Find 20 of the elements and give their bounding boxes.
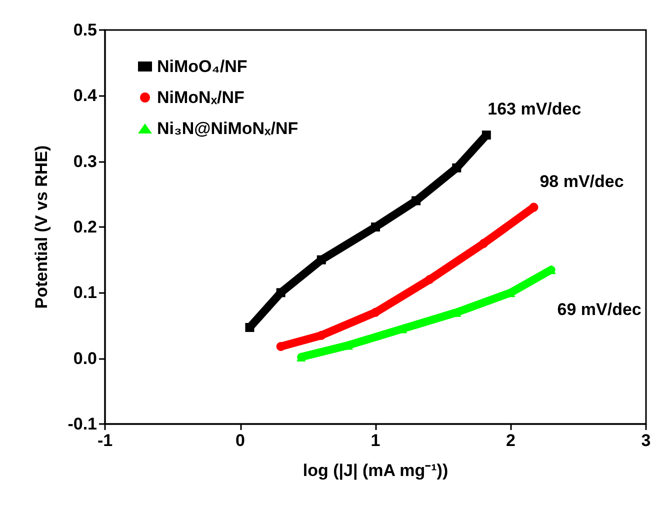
legend-label: NiMoO₄/NF xyxy=(157,57,248,76)
x-tick-label: 0 xyxy=(236,431,245,450)
x-tick-label: 2 xyxy=(506,431,516,450)
x-axis-title: log (|J| (mA mg⁻¹)) xyxy=(302,461,448,480)
annotation: 98 mV/dec xyxy=(540,172,624,191)
y-tick-label: 0.5 xyxy=(73,20,97,40)
x-tick-label: 1 xyxy=(370,431,380,450)
y-tick-label: -0.1 xyxy=(68,414,97,434)
y-tick-label: 0.4 xyxy=(73,86,98,106)
annotation: 69 mV/dec xyxy=(557,300,642,320)
y-tick-label: 0.2 xyxy=(73,218,97,236)
y-tick-label: 0.1 xyxy=(73,283,97,302)
legend-label: Ni₃N@NiMoNₓ/NF xyxy=(157,119,298,138)
y-axis-title: Potential (V vs RHE) xyxy=(32,145,51,309)
legend-label: NiMoNₓ/NF xyxy=(157,88,244,107)
x-tick-label: -1 xyxy=(97,431,113,450)
y-tick-label: 0.3 xyxy=(73,152,97,171)
x-tick-label: 3 xyxy=(641,431,651,450)
y-tick-label: 0.0 xyxy=(73,348,97,368)
annotation: 163 mV/dec xyxy=(488,100,582,119)
